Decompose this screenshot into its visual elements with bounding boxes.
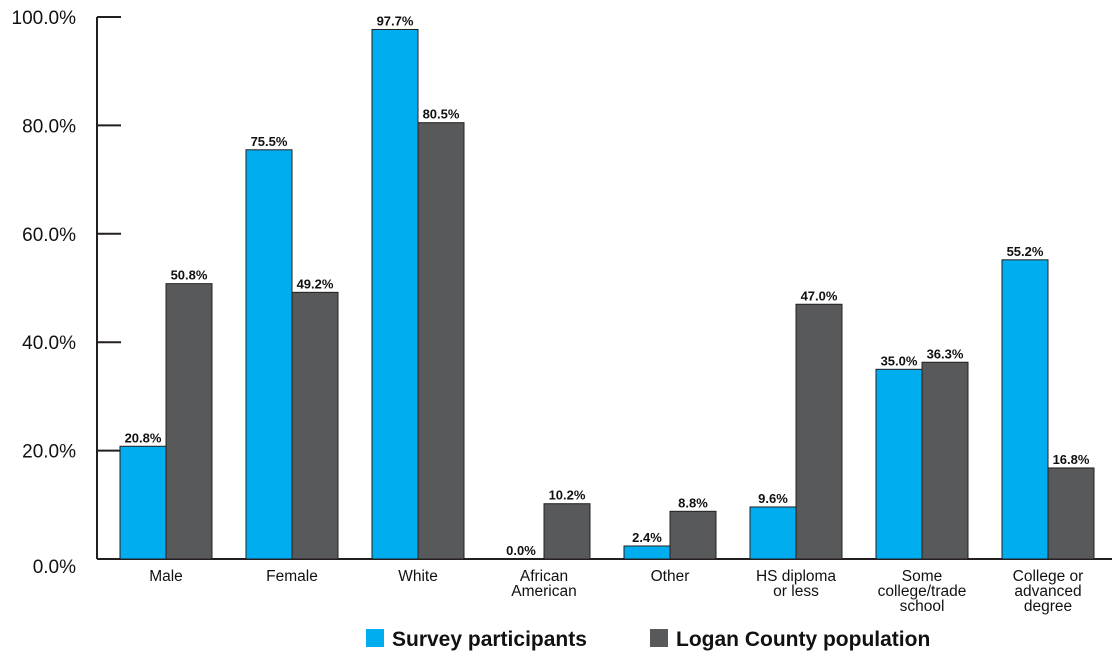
data-label: 47.0% [801,288,838,303]
x-tick-label: HS diploma [756,568,836,585]
chart-bars [119,28,1095,560]
data-label: 55.2% [1007,244,1044,259]
y-tick-label: 0.0% [33,557,76,578]
data-label: 35.0% [881,353,918,368]
bar [119,445,167,560]
y-tick-label: 60.0% [22,225,76,246]
bar [921,361,969,560]
data-label: 2.4% [632,530,662,545]
data-label: 8.8% [678,495,708,510]
legend-swatch [650,629,668,647]
x-tick-label: school [900,598,945,615]
data-label: 75.5% [251,134,288,149]
data-label: 10.2% [549,488,586,503]
legend-label: Survey participants [392,628,587,651]
bar [371,28,419,560]
x-tick-label: college/trade [878,583,967,600]
x-tick-label: College or [1013,568,1084,585]
legend-label: Logan County population [676,628,930,651]
bar [875,368,923,560]
data-label: 49.2% [297,276,334,291]
x-tick-label: Other [651,568,690,585]
bar [669,510,717,560]
chart-legend: Survey participants Logan County populati… [366,628,930,651]
legend-swatch [366,629,384,647]
data-label: 80.5% [423,107,460,122]
data-label: 16.8% [1053,452,1090,467]
y-tick-label: 40.0% [22,333,76,354]
bar [1001,259,1049,560]
bar [417,122,465,560]
bar [623,545,671,560]
bar [543,503,591,560]
bar [291,291,339,560]
x-tick-label: advanced [1014,583,1081,600]
bar [1047,467,1095,560]
x-tick-label: Some [902,568,943,585]
bar [749,506,797,560]
x-tick-label: or less [773,583,819,600]
y-tick-label: 100.0% [12,8,77,29]
data-label: 9.6% [758,491,788,506]
y-tick-label: 20.0% [22,442,76,463]
y-tick-label: 80.0% [22,116,76,137]
bar [165,283,213,560]
x-tick-label: African [520,568,568,585]
data-label: 20.8% [125,430,162,445]
chart-labels: 20.8% 50.8% Male 75.5% 49.2% Female 97.7% 80.5%… [125,13,1090,615]
x-tick-label: Male [149,568,183,585]
x-tick-label: American [511,583,576,600]
data-label: 50.8% [171,268,208,283]
x-tick-label: degree [1024,598,1072,615]
bar [245,149,293,560]
bar [795,303,843,560]
data-label: 97.7% [377,13,414,28]
data-label: 0.0% [506,543,536,558]
data-label: 36.3% [927,346,964,361]
x-tick-label: Female [266,568,318,585]
x-tick-label: White [398,568,438,585]
